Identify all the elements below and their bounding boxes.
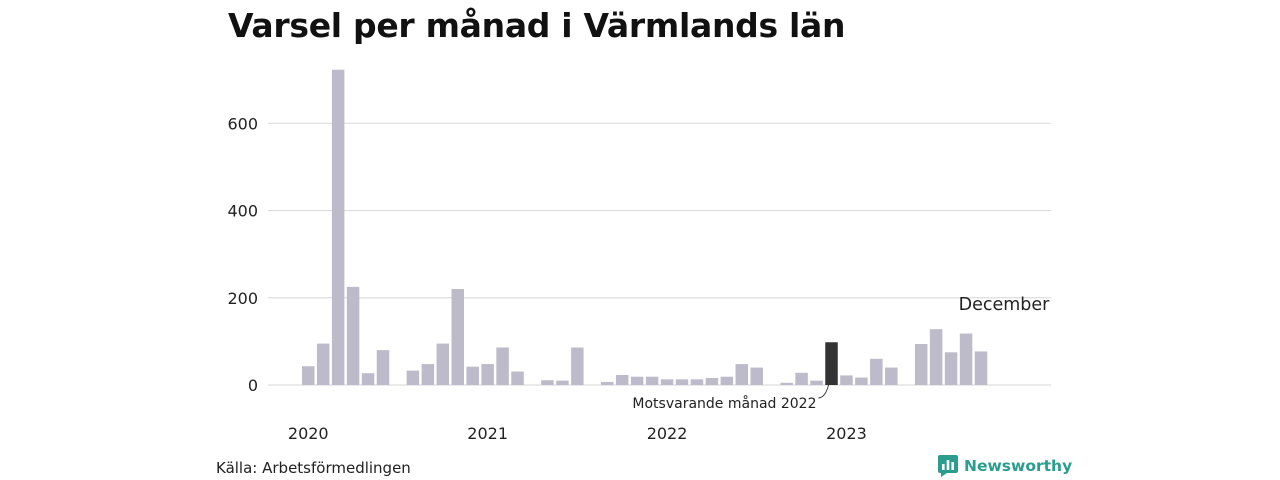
bars <box>302 69 988 386</box>
bar-2022-10 <box>795 372 808 385</box>
bar-2020-10 <box>436 343 450 385</box>
bar-2020-03 <box>331 69 345 386</box>
bar-2020-11 <box>451 289 464 385</box>
bar-2023-04 <box>885 367 898 385</box>
bar-2022-03 <box>690 379 704 385</box>
bar-2023-03 <box>870 358 883 385</box>
highlight-value-label: 77 <box>1000 0 1022 5</box>
bar-2021-06 <box>556 380 569 385</box>
bar-2020-01 <box>302 366 315 385</box>
y-tick-label: 400 <box>227 202 258 221</box>
bar-2023-09 <box>959 333 973 385</box>
source-note: Källa: Arbetsförmedlingen <box>216 459 411 477</box>
newsworthy-logo-icon <box>938 455 958 477</box>
bar-2021-11 <box>630 376 644 385</box>
bar-2023-08 <box>944 352 958 385</box>
reference-arrow-head <box>828 343 835 351</box>
bar-2022-09 <box>780 382 793 385</box>
bar-2022-05 <box>720 376 734 385</box>
x-tick-label-2020: 2020 <box>288 424 329 443</box>
bar-2020-04 <box>346 286 360 385</box>
x-axis-year-labels: 2020 2021 2022 2023 <box>288 424 867 443</box>
reference-month-label: Motsvarande månad 2022 <box>632 395 816 412</box>
bar-2023-01 <box>840 375 853 385</box>
bar-2023-02 <box>855 377 868 385</box>
bar-2021-10 <box>615 374 629 385</box>
bar-2021-01 <box>481 364 494 385</box>
newsworthy-logo-text: Newsworthy <box>964 457 1073 475</box>
bar-2020-05 <box>361 373 375 385</box>
bar-2023-07 <box>929 329 943 385</box>
bar-2020-09 <box>421 364 435 385</box>
y-tick-label: 0 <box>248 376 258 395</box>
bar-2022-11 <box>810 380 823 385</box>
x-tick-label-2022: 2022 <box>647 424 688 443</box>
y-axis-ticks: 0 200 400 600 <box>227 114 258 395</box>
reference-arrow <box>818 345 833 399</box>
bar-2022-04 <box>705 378 719 385</box>
x-tick-label-2023: 2023 <box>826 424 867 443</box>
bar-2022-02 <box>675 379 689 385</box>
bar-2020-08 <box>406 370 420 385</box>
bar-2021-09 <box>601 381 614 385</box>
bar-2023-06 <box>914 344 928 385</box>
bar-2022-06 <box>735 364 749 385</box>
bar-2021-02 <box>496 347 509 385</box>
x-tick-label-2021: 2021 <box>467 424 508 443</box>
bar-2020-06 <box>376 350 390 385</box>
highlight-month-label: December <box>959 295 1051 315</box>
bar-2022-01 <box>660 379 674 385</box>
bar-2020-12 <box>466 366 479 385</box>
newsworthy-logo: Newsworthy <box>938 455 1072 477</box>
chart-title: Varsel per månad i Värmlands län <box>228 6 846 45</box>
bar-2021-03 <box>511 371 524 385</box>
bar-2021-05 <box>541 380 554 385</box>
y-tick-label: 600 <box>227 114 258 133</box>
y-tick-label: 200 <box>227 289 258 308</box>
bar-2023-10 <box>974 351 988 385</box>
bar-2021-07 <box>571 347 584 385</box>
bar-2022-07 <box>750 367 763 385</box>
annotations: December 77 Motsvarande månad 2022 <box>632 0 1050 412</box>
bar-2020-02 <box>316 343 330 385</box>
bar-2021-12 <box>645 376 659 385</box>
